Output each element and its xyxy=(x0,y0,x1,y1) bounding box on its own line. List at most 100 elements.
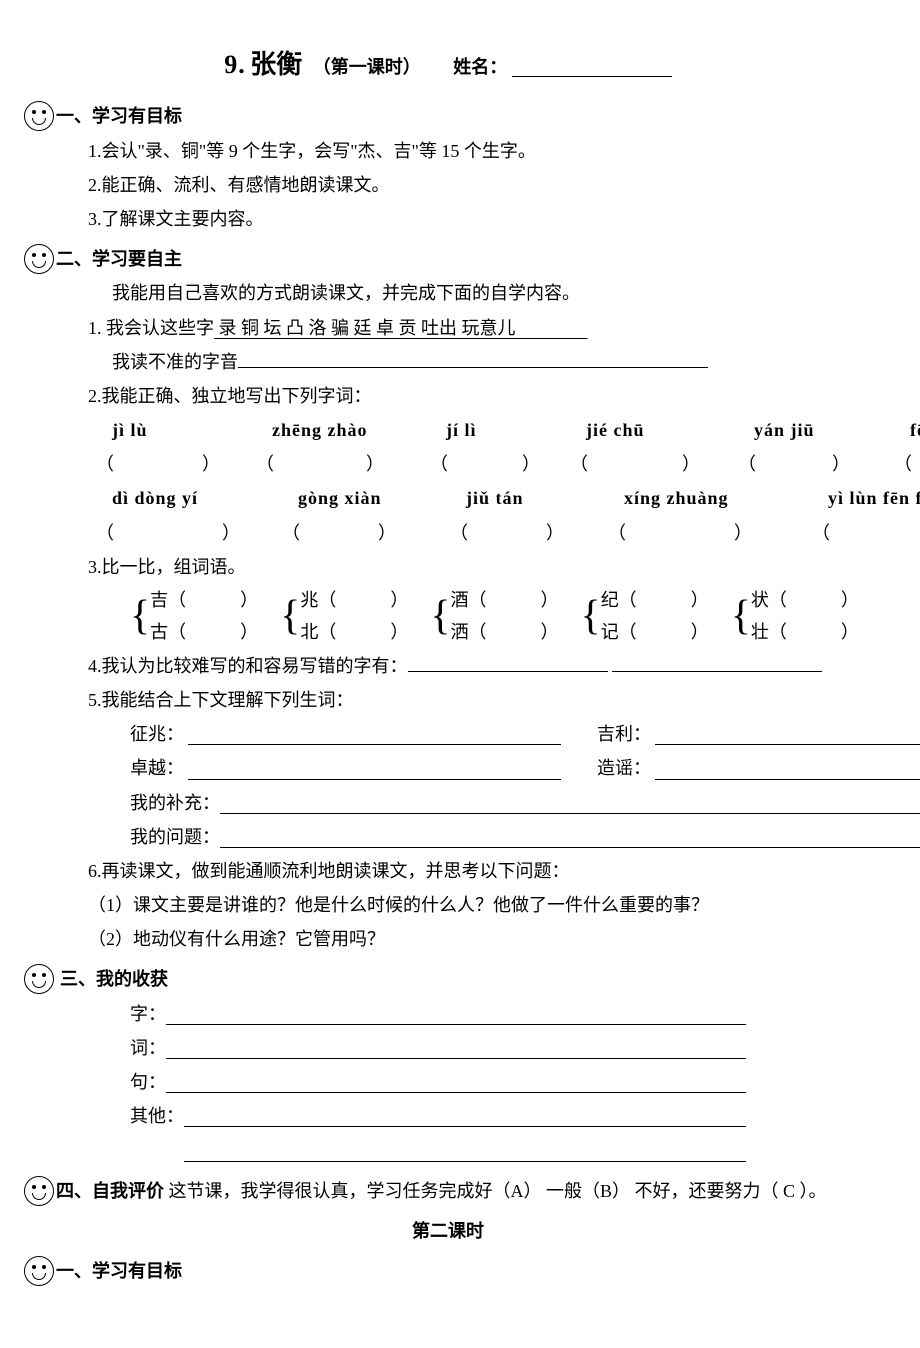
word-pair[interactable]: {状（ ）壮（ ） xyxy=(731,584,859,649)
paren-cell[interactable]: （） xyxy=(256,447,430,481)
section-1: 一、学习有目标 1.会认"录、铜"等 9 个生字，会写"杰、吉"等 15 个生字… xyxy=(24,99,872,236)
paren-cell[interactable]: （） xyxy=(96,447,256,481)
pair-bottom[interactable]: 洒（ ） xyxy=(451,616,559,648)
pair-top[interactable]: 吉（ ） xyxy=(150,584,258,616)
sec2-q3: 3.比一比，组词语。 xyxy=(88,550,920,584)
supplement-blank[interactable] xyxy=(220,813,920,814)
word-pair[interactable]: {酒（ ）洒（ ） xyxy=(430,584,558,649)
paren-cell[interactable]: （） xyxy=(450,516,608,550)
paren-cell[interactable]: （） xyxy=(570,447,738,481)
sec2-intro: 我能用自己喜欢的方式朗读课文，并完成下面的自学内容。 xyxy=(112,276,920,310)
sec2-q6-1: （1）课文主要是讲谁的？他是什么时候的什么人？他做了一件什么重要的事？ xyxy=(88,888,920,922)
sec2-q2: 2.我能正确、独立地写出下列字词： xyxy=(88,379,920,413)
word-pair[interactable]: {兆（ ）北（ ） xyxy=(280,584,408,649)
harvest-extra-blank[interactable] xyxy=(184,1161,746,1162)
section-5: 一、学习有目标 xyxy=(24,1254,872,1288)
harvest-zi: 字： xyxy=(130,997,166,1031)
smiley-icon xyxy=(24,1176,54,1206)
sec1-item-1: 1.会认"录、铜"等 9 个生字，会写"杰、吉"等 15 个生字。 xyxy=(88,134,872,168)
paren-row-1[interactable]: （）（）（）（）（）（） xyxy=(96,447,920,481)
def-zhuoyue: 卓越： xyxy=(130,751,184,785)
def-zhengzhao-blank[interactable] xyxy=(188,744,561,745)
sec2-q1-unread-label: 我读不准的字音 xyxy=(112,352,238,372)
pinyin-row-1: jì lùzhēng zhàojí lìjié chūyán jiūfēn xī xyxy=(112,413,920,447)
sec2-q6: 6.再读课文，做到能通顺流利地朗读课文，并思考以下问题： xyxy=(88,854,920,888)
left-brace-icon: { xyxy=(430,595,450,637)
paren-cell[interactable]: （） xyxy=(738,447,894,481)
harvest-ju-row: 句： xyxy=(130,1065,872,1099)
sec2-q1-lead: 1. 我会认这些字 xyxy=(88,318,214,338)
left-brace-icon: { xyxy=(731,595,751,637)
harvest-extra-row: 其他： xyxy=(130,1133,872,1167)
paren-cell[interactable]: （） xyxy=(282,516,450,550)
pair-top[interactable]: 酒（ ） xyxy=(451,584,559,616)
sec2-q4-label: 4.我认为比较难写的和容易写错的字有： xyxy=(88,656,408,676)
harvest-ci-blank[interactable] xyxy=(166,1058,746,1059)
word-pair[interactable]: {吉（ ）古（ ） xyxy=(130,584,258,649)
sec2-q4-blank-2[interactable] xyxy=(612,671,822,672)
paren-cell[interactable]: （） xyxy=(96,516,282,550)
pair-bottom[interactable]: 古（ ） xyxy=(150,616,258,648)
def-zaoyao-blank[interactable] xyxy=(655,779,920,780)
pinyin-cell: zhēng zhào xyxy=(272,413,446,447)
second-lesson-title: 第二课时 xyxy=(24,1214,872,1248)
name-input-blank[interactable] xyxy=(512,76,672,77)
section-2-head: 二、学习要自主 xyxy=(56,242,920,276)
sec2-q4-blank-1[interactable] xyxy=(408,671,608,672)
harvest-zi-blank[interactable] xyxy=(166,1024,746,1025)
lesson-name: 张衡 xyxy=(250,50,302,79)
paren-cell[interactable]: （） xyxy=(894,447,920,481)
pair-top[interactable]: 状（ ） xyxy=(751,584,859,616)
pinyin-cell: yán jiū xyxy=(754,413,910,447)
def-row-1: 征兆： 吉利： xyxy=(130,717,920,751)
paren-row-2[interactable]: （）（）（）（）（） xyxy=(96,516,920,550)
question-label: 我的问题： xyxy=(130,820,220,854)
sec2-q4-row: 4.我认为比较难写的和容易写错的字有： xyxy=(88,649,920,683)
section-5-head: 一、学习有目标 xyxy=(56,1254,872,1288)
harvest-other-row: 其他： xyxy=(130,1099,872,1133)
sec1-item-3: 3.了解课文主要内容。 xyxy=(88,202,872,236)
section-1-head: 一、学习有目标 xyxy=(56,99,872,133)
paren-cell[interactable]: （） xyxy=(430,447,570,481)
harvest-other-blank[interactable] xyxy=(184,1126,746,1127)
pinyin-row-2: dì dòng yígòng xiànjiǔ tánxíng zhuàngyì … xyxy=(112,481,920,515)
sec2-q1-unread-blank[interactable] xyxy=(238,367,708,368)
def-zhuoyue-blank[interactable] xyxy=(188,779,561,780)
section-3: 三、我的收获 字： 词： 句： 其他： 其他： xyxy=(24,962,872,1167)
paren-cell[interactable]: （） xyxy=(812,516,920,550)
harvest-ju-blank[interactable] xyxy=(166,1092,746,1093)
pair-top[interactable]: 纪（ ） xyxy=(601,584,709,616)
pair-bottom[interactable]: 记（ ） xyxy=(601,616,709,648)
harvest-ci-row: 词： xyxy=(130,1031,872,1065)
sec2-q1-chars: 录 铜 坛 凸 洛 骗 廷 卓 贡 吐出 玩意儿 xyxy=(214,318,588,338)
pinyin-cell: fēn xī xyxy=(910,413,920,447)
pinyin-cell: jié chū xyxy=(586,413,754,447)
section-2: 二、学习要自主 我能用自己喜欢的方式朗读课文，并完成下面的自学内容。 1. 我会… xyxy=(24,242,872,956)
word-pair[interactable]: {纪（ ）记（ ） xyxy=(581,584,709,649)
def-jili: 吉利： xyxy=(597,717,651,751)
sec2-q1-unread-row: 我读不准的字音 xyxy=(112,345,920,379)
word-pair-grid[interactable]: {吉（ ）古（ ）{兆（ ）北（ ）{酒（ ）洒（ ）{纪（ ）记（ ）{状（ … xyxy=(130,584,920,649)
harvest-ci: 词： xyxy=(130,1031,166,1065)
pair-top[interactable]: 兆（ ） xyxy=(300,584,408,616)
question-blank[interactable] xyxy=(220,847,920,848)
lesson-subtitle: （第一课时） xyxy=(313,57,421,77)
pair-bottom[interactable]: 壮（ ） xyxy=(751,616,859,648)
section-4-head: 四、自我评价 xyxy=(56,1181,164,1201)
harvest-zi-row: 字： xyxy=(130,997,872,1031)
pinyin-cell: jí lì xyxy=(446,413,586,447)
sec2-q1: 1. 我会认这些字 录 铜 坛 凸 洛 骗 廷 卓 贡 吐出 玩意儿 xyxy=(88,311,920,345)
harvest-ju: 句： xyxy=(130,1065,166,1099)
def-zaoyao: 造谣： xyxy=(597,751,651,785)
sec2-q5: 5.我能结合上下文理解下列生词： xyxy=(88,683,920,717)
harvest-other: 其他： xyxy=(130,1099,184,1133)
def-jili-blank[interactable] xyxy=(655,744,920,745)
self-eval-options[interactable]: 这节课，我学得很认真，学习任务完成好（A） 一般（B） 不好，还要努力（ C ）… xyxy=(164,1181,827,1201)
pair-bottom[interactable]: 北（ ） xyxy=(300,616,408,648)
left-brace-icon: { xyxy=(280,595,300,637)
supplement-label: 我的补充： xyxy=(130,786,220,820)
left-brace-icon: { xyxy=(581,595,601,637)
pinyin-cell: dì dòng yí xyxy=(112,481,298,515)
paren-cell[interactable]: （） xyxy=(608,516,812,550)
section-4: 四、自我评价 这节课，我学得很认真，学习任务完成好（A） 一般（B） 不好，还要… xyxy=(24,1174,872,1208)
